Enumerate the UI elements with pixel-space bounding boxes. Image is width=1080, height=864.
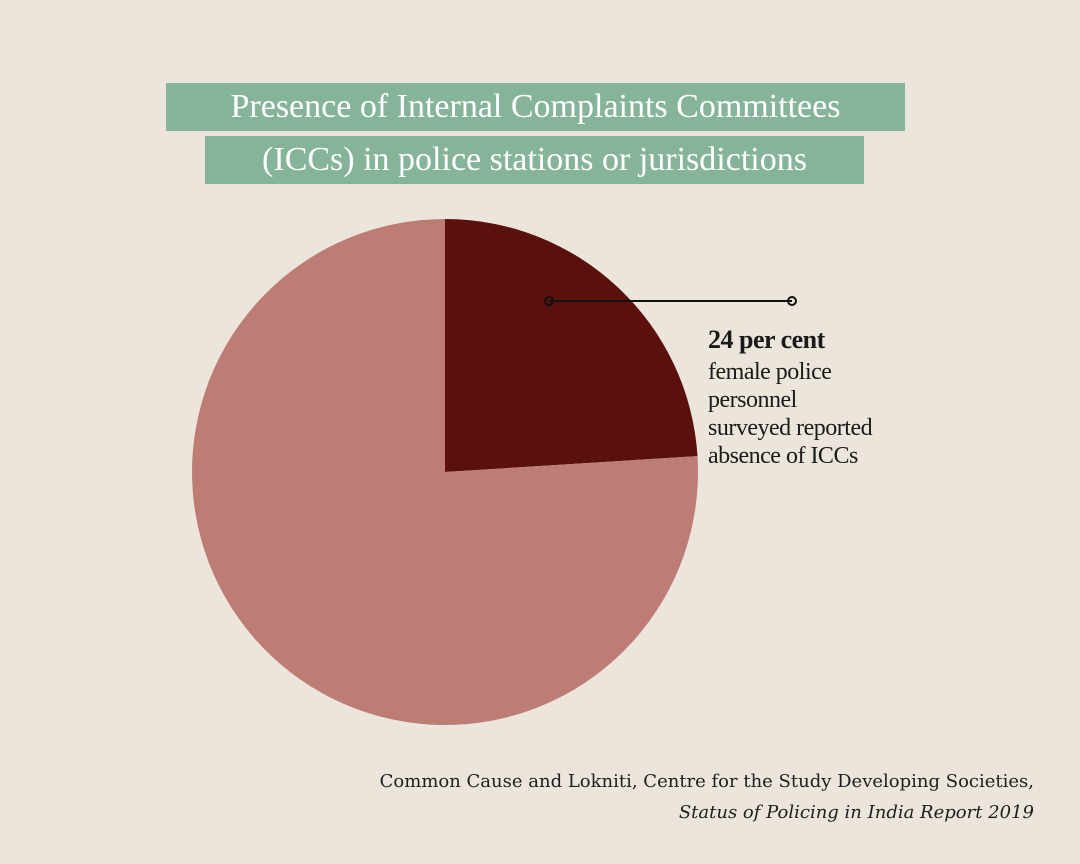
source-line-2: Status of Policing in India Report 2019: [678, 802, 1034, 823]
chart-title-line-1: Presence of Internal Complaints Committe…: [166, 83, 905, 131]
annotation-desc-line-3: surveyed reported: [708, 415, 873, 441]
source-line-1: Common Cause and Lokniti, Centre for the…: [379, 771, 1034, 792]
leader-line-end-dot: [787, 296, 797, 306]
source-credit: Common Cause and Lokniti, Centre for the…: [380, 766, 1034, 828]
annotation-desc-line-2: personnel: [708, 387, 797, 413]
chart-title-line-2: (ICCs) in police stations or jurisdictio…: [205, 136, 864, 184]
leader-line-start-dot: [544, 296, 554, 306]
slice-annotation: 24 per cent female police personnel surv…: [708, 322, 873, 470]
pie-slices: [192, 219, 698, 726]
annotation-desc-line-4: absence of ICCs: [708, 443, 858, 469]
annotation-desc-line-1: female police: [708, 359, 832, 385]
pie-slice-1: [192, 219, 698, 726]
leader-line: [544, 296, 797, 306]
pie-slice-0: [445, 219, 698, 472]
annotation-value: 24 per cent: [708, 325, 825, 354]
